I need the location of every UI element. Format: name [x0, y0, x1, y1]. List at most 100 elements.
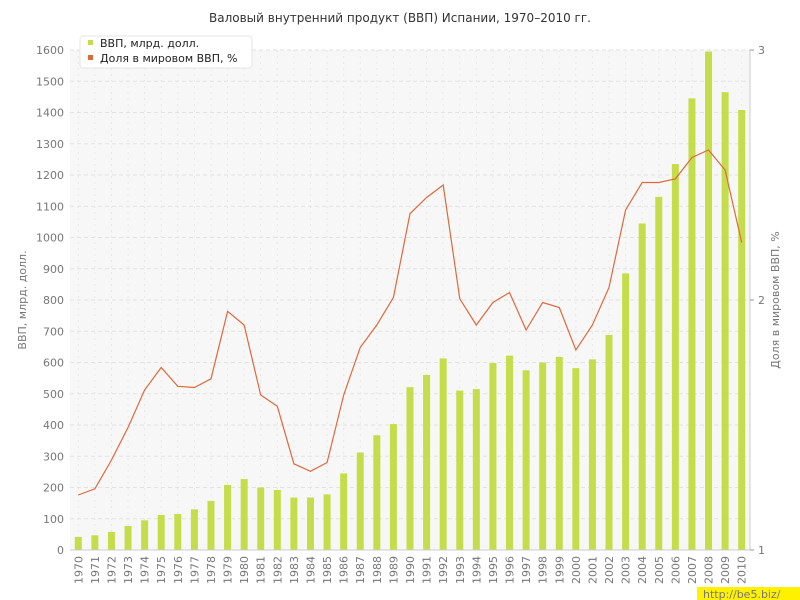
y-tick-label-left: 1300 [36, 138, 64, 151]
x-tick-label: 1978 [205, 556, 218, 584]
gdp-bar-1999 [555, 356, 563, 550]
gdp-bar-1974 [141, 520, 149, 550]
x-tick-label: 1993 [454, 556, 467, 584]
watermark-background [697, 587, 800, 600]
x-tick-label: 2001 [586, 556, 599, 584]
x-tick-label: 2003 [620, 556, 633, 584]
gdp-bars [74, 51, 746, 550]
gdp-bar-1977 [190, 509, 198, 550]
x-tick-label: 2000 [570, 556, 583, 584]
x-tick-label: 1979 [222, 556, 235, 584]
gdp-bar-1970 [74, 536, 82, 550]
y-tick-label-left: 1200 [36, 169, 64, 182]
x-tick-label: 1986 [338, 556, 351, 584]
gdp-bar-1995 [489, 363, 497, 550]
x-tick-label: 1996 [504, 556, 517, 584]
left-axis-tick-labels: 0 100 200 300 400 500 600 700 800 900 1000 1100 1200… [36, 44, 64, 557]
gdp-bar-1991 [423, 375, 431, 550]
y-tick-label-left: 0 [57, 544, 64, 557]
gdp-bar-2005 [655, 196, 663, 550]
x-tick-label: 1987 [354, 556, 367, 584]
legend-box [79, 35, 253, 69]
gdp-bar-1984 [306, 497, 314, 550]
x-axis-tick-labels: 1970 1971 1972 1973 1974 1975 1976 1977 1978 1979… [72, 556, 748, 584]
gdp-bar-2001 [588, 359, 596, 550]
gdp-bar-2004 [638, 223, 646, 550]
x-tick-label: 2009 [719, 556, 732, 584]
x-tick-label: 2004 [636, 556, 649, 584]
y-tick-label-left: 1400 [36, 107, 64, 120]
y-tick-label-left: 600 [43, 357, 64, 370]
gdp-bar-1994 [472, 389, 480, 550]
y-tick-label-left: 300 [43, 450, 64, 463]
x-tick-label: 1975 [155, 556, 168, 584]
x-tick-label: 1983 [288, 556, 301, 584]
x-tick-label: 1990 [404, 556, 417, 584]
legend-share-label: Доля в мировом ВВП, % [100, 52, 237, 65]
y-tick-label-right: 3 [758, 44, 765, 57]
watermark: http://be5.biz/ [697, 587, 800, 600]
y-tick-label-left: 200 [43, 482, 64, 495]
gdp-bar-1973 [124, 525, 132, 550]
chart-title: Валовый внутренний продукт (ВВП) Испании… [209, 11, 591, 25]
legend-share-swatch [88, 55, 93, 60]
x-tick-label: 1998 [537, 556, 550, 584]
gdp-bar-1978 [207, 500, 215, 550]
x-tick-label: 1980 [238, 556, 251, 584]
y-tick-label-left: 500 [43, 388, 64, 401]
y-tick-label-left: 400 [43, 419, 64, 432]
x-tick-label: 1970 [72, 556, 85, 584]
x-tick-label: 2007 [686, 556, 699, 584]
gdp-bar-1975 [157, 515, 165, 550]
left-axis-title: ВВП, млрд. долл. [16, 250, 29, 349]
gdp-bar-1989 [389, 424, 397, 550]
x-tick-label: 1973 [122, 556, 135, 584]
gdp-bar-1983 [290, 497, 298, 550]
gdp-bar-2000 [572, 368, 580, 550]
gdp-bar-2006 [671, 164, 679, 550]
x-tick-label: 1997 [520, 556, 533, 584]
gdp-bar-1998 [539, 362, 547, 550]
y-tick-label-left: 900 [43, 263, 64, 276]
x-tick-label: 2006 [669, 556, 682, 584]
x-tick-label: 1991 [421, 556, 434, 584]
x-tick-label: 2010 [736, 556, 749, 584]
gdp-bar-2010 [738, 110, 746, 550]
legend: ВВП, млрд. долл. Доля в мировом ВВП, % [79, 35, 253, 69]
gdp-bar-2003 [622, 273, 630, 550]
world-share-line [78, 149, 743, 496]
gdp-bar-1990 [406, 387, 414, 550]
gdp-bar-1997 [522, 370, 530, 550]
x-tick-label: 2005 [653, 556, 666, 584]
gdp-bar-2009 [721, 92, 729, 550]
gdp-bar-2002 [605, 335, 613, 550]
y-tick-label-left: 1100 [36, 200, 64, 213]
x-tick-label: 1992 [437, 556, 450, 584]
x-tick-label: 1995 [487, 556, 500, 584]
x-tick-label: 1994 [470, 556, 483, 584]
x-tick-label: 1985 [321, 556, 334, 584]
y-tick-label-left: 1000 [36, 232, 64, 245]
right-axis-title: Доля в мировом ВВП, % [769, 231, 782, 368]
gdp-bar-2007 [688, 98, 696, 550]
gdp-bar-1985 [323, 494, 331, 550]
y-tick-label-left: 1600 [36, 44, 64, 57]
x-tick-label: 1999 [553, 556, 566, 584]
gdp-bar-2008 [705, 51, 713, 550]
gdp-bar-1972 [107, 531, 115, 550]
gdp-bar-1979 [224, 485, 232, 550]
gdp-bar-1981 [257, 487, 265, 550]
x-tick-label: 1977 [188, 556, 201, 584]
x-tick-label: 2002 [603, 556, 616, 584]
gdp-bar-1992 [439, 358, 447, 550]
right-axis-tick-labels: 1 2 3 [750, 44, 765, 557]
x-tick-label: 1976 [172, 556, 185, 584]
watermark-text[interactable]: http://be5.biz/ [703, 588, 781, 600]
gdp-bar-1971 [91, 535, 99, 550]
x-tick-label: 1974 [139, 556, 152, 584]
x-tick-label: 2008 [703, 556, 716, 584]
legend-gdp-label: ВВП, млрд. долл. [100, 37, 199, 50]
gdp-bar-1993 [456, 390, 464, 550]
x-tick-label: 1984 [304, 556, 317, 584]
